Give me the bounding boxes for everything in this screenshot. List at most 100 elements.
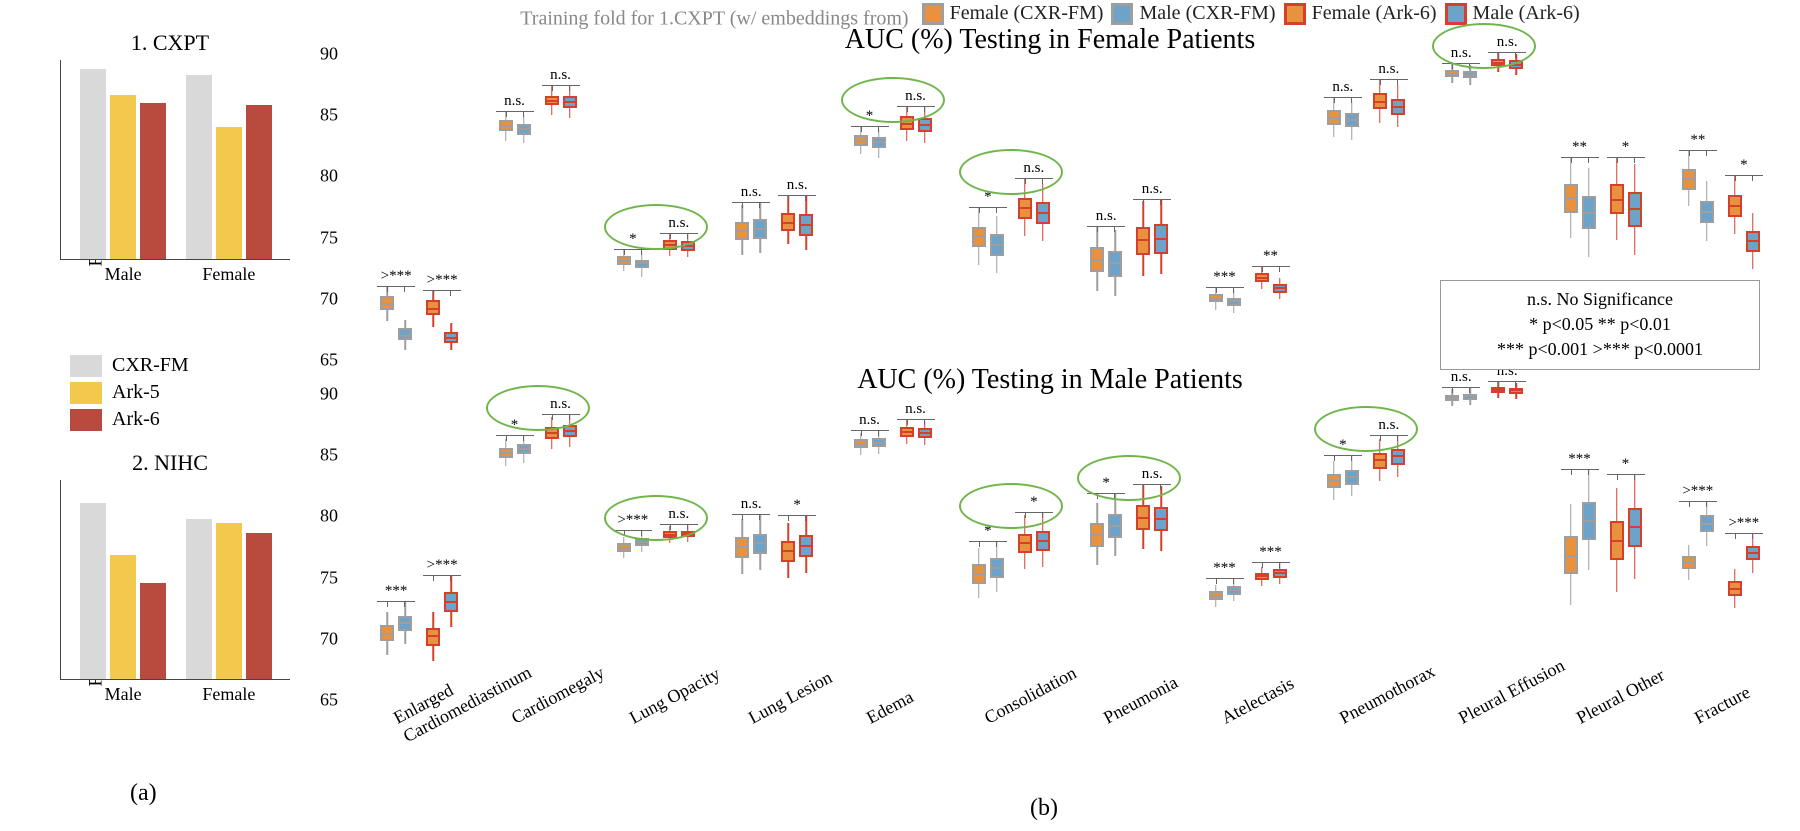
median xyxy=(799,545,813,547)
bar-chart-cxpt: 1. CXPT False Negative Rate MaleFemale xyxy=(40,50,300,330)
boxplot xyxy=(1136,54,1150,360)
boxplot xyxy=(617,394,631,700)
sig-text: *** xyxy=(377,584,415,599)
boxplot xyxy=(1108,54,1122,360)
sig-text: * xyxy=(778,498,816,513)
sig-text: * xyxy=(1015,495,1053,510)
bar-plot-area: MaleFemale xyxy=(60,60,290,260)
boxplot xyxy=(1610,394,1624,700)
significance-bracket: n.s. xyxy=(778,178,816,196)
top-legend-item: Male (Ark-6) xyxy=(1445,2,1580,25)
median xyxy=(1018,207,1032,209)
median xyxy=(1255,277,1269,279)
sig-text: *** xyxy=(1206,561,1244,576)
sig-text: *** xyxy=(1561,452,1599,467)
significance-bracket: n.s. xyxy=(660,507,698,525)
significance-bracket: * xyxy=(851,109,889,127)
sig-text: n.s. xyxy=(1133,182,1171,197)
significance-bracket: * xyxy=(1607,140,1645,158)
median xyxy=(517,128,531,130)
median xyxy=(1491,389,1505,391)
median xyxy=(1136,517,1150,519)
sig-text: n.s. xyxy=(1442,46,1480,61)
boxplot xyxy=(1582,394,1596,700)
median xyxy=(563,101,577,103)
median xyxy=(663,244,677,246)
sig-text: >*** xyxy=(1679,484,1717,499)
sig-text: ** xyxy=(1561,140,1599,155)
sig-text: >*** xyxy=(1725,516,1763,531)
median xyxy=(380,633,394,635)
sig-text: * xyxy=(1607,140,1645,155)
sig-text: n.s. xyxy=(897,89,935,104)
median xyxy=(753,228,767,230)
y-tick: 65 xyxy=(320,690,338,711)
median xyxy=(1273,287,1287,289)
median xyxy=(1682,562,1696,564)
boxplot xyxy=(545,394,559,700)
significance-bracket: n.s. xyxy=(1370,62,1408,80)
bar-legend: CXR-FMArk-5Ark-6 xyxy=(70,350,189,435)
significance-bracket: * xyxy=(969,190,1007,208)
panel-a-label: (a) xyxy=(130,780,157,807)
significance-bracket: n.s. xyxy=(542,68,580,86)
boxplot xyxy=(1090,394,1104,700)
median xyxy=(1746,240,1760,242)
bar-chart-title: 2. NIHC xyxy=(40,450,300,476)
sig-text: n.s. xyxy=(1488,35,1526,50)
boxplot xyxy=(1090,54,1104,360)
median xyxy=(854,443,868,445)
boxplot xyxy=(872,394,886,700)
sig-legend-title: n.s. No Significance xyxy=(1455,287,1745,312)
boxplot xyxy=(1391,394,1405,700)
sig-text: * xyxy=(1087,476,1125,491)
boxplot xyxy=(398,54,412,360)
median xyxy=(617,260,631,262)
sig-text: n.s. xyxy=(1370,62,1408,77)
boxplot xyxy=(1209,394,1223,700)
bar-legend-row: CXR-FM xyxy=(70,354,189,377)
sig-text: * xyxy=(851,109,889,124)
boxplot xyxy=(1391,54,1405,360)
y-tick: 80 xyxy=(320,166,338,187)
median xyxy=(398,622,412,624)
y-tick: 85 xyxy=(320,105,338,126)
boxplot xyxy=(1273,54,1287,360)
box-plot-area: 657075808590***>****n.s.>***n.s.n.s.*n.s… xyxy=(360,394,1780,700)
median xyxy=(380,303,394,305)
median xyxy=(1327,117,1341,119)
significance-bracket: n.s. xyxy=(851,413,889,431)
boxplot xyxy=(1018,54,1032,360)
median xyxy=(1227,300,1241,302)
median xyxy=(972,235,986,237)
boxplot xyxy=(1373,54,1387,360)
sig-text: >*** xyxy=(377,269,415,284)
significance-bracket: ** xyxy=(1679,133,1717,151)
boxplot xyxy=(617,54,631,360)
sig-text: n.s. xyxy=(660,216,698,231)
bar-legend-row: Ark-6 xyxy=(70,408,189,431)
median xyxy=(1628,208,1642,210)
boxplot xyxy=(545,54,559,360)
legend-swatch xyxy=(1445,3,1467,25)
median xyxy=(990,567,1004,569)
boxplot xyxy=(1509,394,1523,700)
median xyxy=(1345,476,1359,478)
significance-bracket: >*** xyxy=(423,273,461,291)
median xyxy=(1154,238,1168,240)
significance-bracket: n.s. xyxy=(660,216,698,234)
significance-bracket: *** xyxy=(377,584,415,602)
sig-text: n.s. xyxy=(542,68,580,83)
median xyxy=(1036,540,1050,542)
significance-bracket: n.s. xyxy=(897,89,935,107)
boxplot xyxy=(635,394,649,700)
sig-text: * xyxy=(1607,457,1645,472)
median xyxy=(1154,518,1168,520)
median xyxy=(1463,395,1477,397)
median xyxy=(635,262,649,264)
median xyxy=(1373,459,1387,461)
sig-text: n.s. xyxy=(542,397,580,412)
boxplot xyxy=(1227,54,1241,360)
sig-text: * xyxy=(969,524,1007,539)
median xyxy=(1628,526,1642,528)
